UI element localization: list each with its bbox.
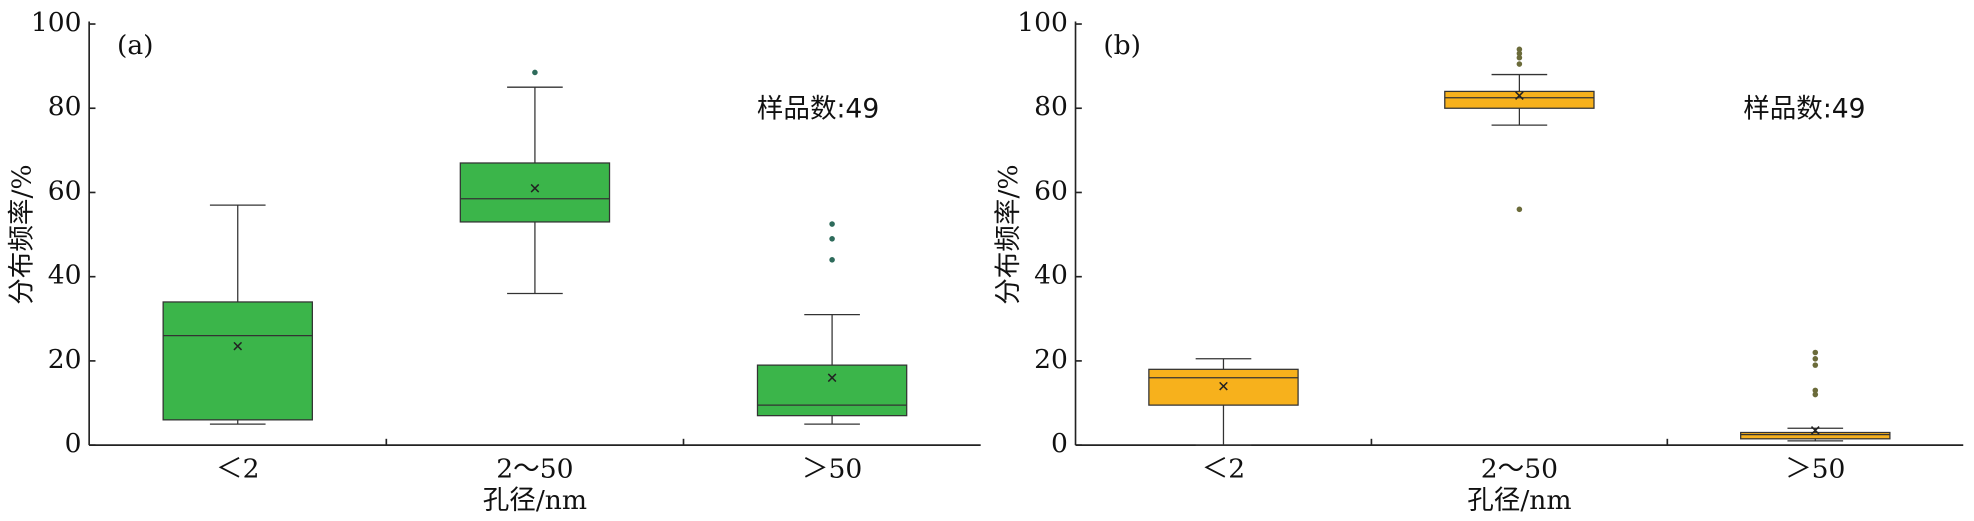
annotation: 样品数:49 <box>1743 94 1865 125</box>
mean-marker <box>1515 91 1524 100</box>
y-tick-label: 60 <box>48 175 82 206</box>
x-axis-label: 孔径/nm <box>483 485 587 516</box>
y-tick-label: 20 <box>1034 344 1068 375</box>
x-tick-label: ＜2 <box>216 453 259 484</box>
outlier <box>1812 356 1819 362</box>
y-tick-label: 80 <box>48 91 82 122</box>
x-tick-label: ＜2 <box>1202 453 1245 484</box>
outlier <box>1516 206 1523 213</box>
box <box>1740 431 1891 440</box>
mean-marker <box>530 183 540 193</box>
outlier <box>1516 50 1523 57</box>
x-tick-label: ＞50 <box>1785 453 1845 484</box>
outlier <box>1516 61 1523 67</box>
mean-marker <box>827 373 837 383</box>
y-tick-label: 40 <box>48 260 82 291</box>
box <box>459 162 611 223</box>
mean-marker <box>233 341 243 351</box>
mean-marker <box>1219 381 1228 391</box>
outlier <box>1812 391 1819 398</box>
mean-marker <box>1810 426 1820 435</box>
outlier <box>1516 54 1523 61</box>
y-tick-label: 20 <box>48 344 82 375</box>
outlier <box>1516 46 1523 53</box>
outlier <box>1812 349 1819 356</box>
box <box>1444 90 1595 109</box>
x-tick-label: 2～50 <box>1481 453 1558 484</box>
x-tick-label: ＞50 <box>802 453 862 484</box>
annotation: 样品数:49 <box>757 94 879 125</box>
y-tick-label: 100 <box>31 7 82 38</box>
y-tick-label: 60 <box>1034 175 1068 206</box>
outlier <box>829 257 835 263</box>
y-tick-label: 40 <box>1034 260 1068 291</box>
outlier <box>829 221 835 227</box>
outlier <box>532 69 538 76</box>
outlier <box>829 236 835 242</box>
y-axis-label: 分布频率/% <box>6 164 37 304</box>
panel-label: (a) <box>117 30 154 61</box>
x-axis-label: 孔径/nm <box>1467 485 1571 516</box>
box <box>756 364 908 417</box>
panel-label: (b) <box>1103 30 1141 61</box>
y-tick-label: 80 <box>1034 91 1068 122</box>
x-tick-label: 2～50 <box>496 453 573 484</box>
outlier <box>1812 362 1819 368</box>
y-tick-label: 100 <box>1017 7 1068 38</box>
y-tick-label: 0 <box>1051 428 1068 459</box>
box <box>162 301 313 421</box>
y-axis-label: 分布频率/% <box>993 164 1024 304</box>
outlier <box>1812 387 1819 394</box>
y-tick-label: 0 <box>65 428 82 459</box>
